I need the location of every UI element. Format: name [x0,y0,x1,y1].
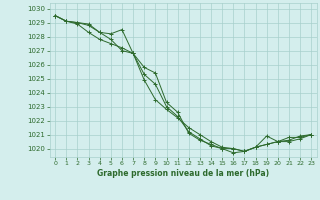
X-axis label: Graphe pression niveau de la mer (hPa): Graphe pression niveau de la mer (hPa) [97,169,269,178]
